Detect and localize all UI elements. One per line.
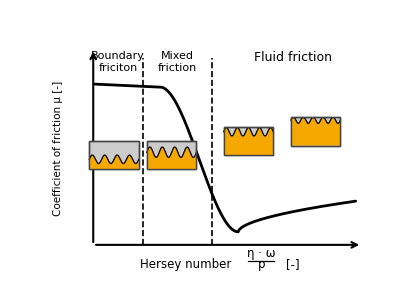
- Text: [-]: [-]: [287, 258, 300, 271]
- Bar: [291, 117, 340, 146]
- Polygon shape: [291, 118, 340, 146]
- Bar: [89, 141, 139, 169]
- Text: Boundary
friciton: Boundary friciton: [91, 51, 145, 73]
- Text: Hersey number: Hersey number: [140, 258, 232, 271]
- Text: Coefficient of friction μ [-]: Coefficient of friction μ [-]: [53, 80, 63, 216]
- Polygon shape: [89, 155, 139, 169]
- Bar: [89, 141, 139, 169]
- Text: η · ω: η · ω: [247, 247, 275, 260]
- Bar: [147, 141, 197, 169]
- Polygon shape: [224, 127, 273, 155]
- Bar: [147, 141, 197, 169]
- Text: Mixed
friction: Mixed friction: [158, 51, 197, 73]
- Bar: [291, 117, 340, 146]
- Bar: [224, 127, 273, 155]
- Bar: [224, 127, 273, 155]
- Text: p: p: [258, 258, 265, 271]
- Text: Fluid friction: Fluid friction: [254, 51, 332, 64]
- Polygon shape: [147, 147, 197, 169]
